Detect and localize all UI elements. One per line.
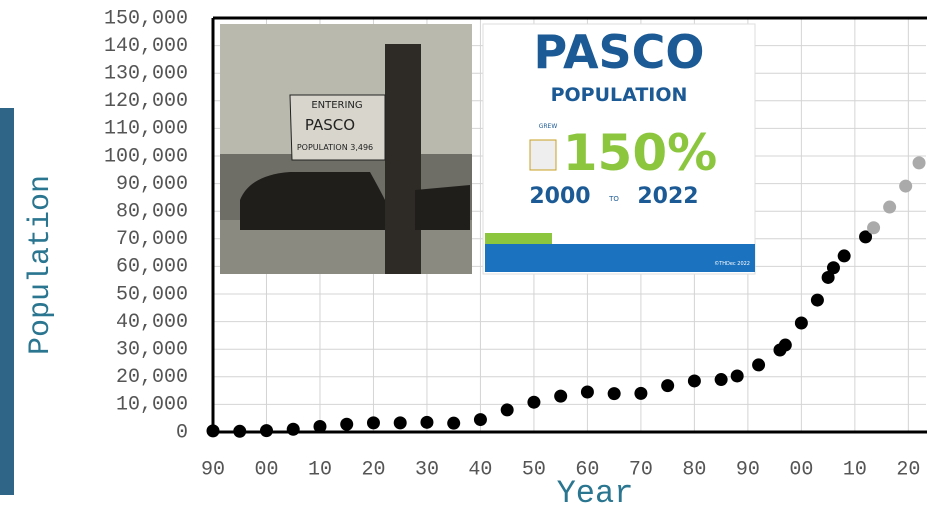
inset-blue-bar [485, 244, 755, 272]
y-tick-label: 110,000 [104, 118, 188, 141]
x-tick-label: 60 [575, 458, 599, 481]
y-tick-label: 140,000 [104, 35, 188, 58]
point [340, 418, 353, 431]
point [811, 294, 824, 307]
inset-credit: ©THDec 2022 [714, 260, 750, 267]
point [420, 416, 433, 429]
y-tick-label: 70,000 [116, 228, 188, 251]
point [899, 180, 912, 193]
photo: ENTERING PASCO POPULATION 3,496 [220, 24, 472, 274]
point [474, 413, 487, 426]
point [715, 373, 728, 386]
point [233, 425, 246, 438]
point [867, 221, 880, 234]
inset-icon [530, 140, 556, 170]
y-tick-label: 20,000 [116, 366, 188, 389]
inset-to-word: TO [608, 195, 619, 203]
x-tick-label: 00 [789, 458, 813, 481]
y-tick-label: 60,000 [116, 256, 188, 279]
point [207, 424, 220, 437]
chart: ENTERING PASCO POPULATION 3,496 PASCO PO… [0, 0, 927, 516]
point [752, 358, 765, 371]
photo-car [240, 172, 385, 230]
inset-title: PASCO [533, 25, 704, 79]
infographic: PASCO POPULATION GREW 150% 2000 TO 2022 … [483, 24, 755, 274]
point [661, 379, 674, 392]
x-tick-label: 30 [415, 458, 439, 481]
x-tick-label: 40 [468, 458, 492, 481]
point [447, 417, 460, 430]
point [827, 261, 840, 274]
y-tick-label: 40,000 [116, 311, 188, 334]
point [838, 249, 851, 262]
y-tick-label: 100,000 [104, 145, 188, 168]
point [913, 156, 926, 169]
photo-pole [385, 44, 421, 274]
photo-car2 [415, 185, 470, 230]
point [527, 396, 540, 409]
x-tick-label: 20 [361, 458, 385, 481]
point [883, 201, 896, 214]
y-tick-label: 130,000 [104, 62, 188, 85]
inset-subtitle: POPULATION [551, 84, 688, 106]
y-tick-label: 90,000 [116, 173, 188, 196]
y-tick-label: 50,000 [116, 283, 188, 306]
y-tick-label: 80,000 [116, 200, 188, 223]
x-tick-label: 20 [896, 458, 920, 481]
x-tick-label: 50 [522, 458, 546, 481]
x-tick-label: 80 [682, 458, 706, 481]
point [367, 416, 380, 429]
point [688, 374, 701, 387]
x-tick-label: 90 [201, 458, 225, 481]
point [608, 387, 621, 400]
sign-text: ENTERING [311, 100, 362, 111]
inset-verb: GREW [539, 123, 558, 130]
point [634, 387, 647, 400]
point [554, 390, 567, 403]
point [260, 424, 273, 437]
x-tick-label: 10 [843, 458, 867, 481]
x-tick-label: 00 [254, 458, 278, 481]
x-tick-label: 70 [629, 458, 653, 481]
point [795, 316, 808, 329]
inset-to: 2022 [637, 184, 698, 209]
inset-green-bar [485, 233, 552, 244]
point [287, 423, 300, 436]
point [394, 416, 407, 429]
y-axis-title: Population [24, 175, 58, 355]
point [581, 385, 594, 398]
side-bar [0, 108, 14, 495]
sign-text: POPULATION 3,496 [297, 143, 373, 152]
x-tick-label: 10 [308, 458, 332, 481]
point [501, 403, 514, 416]
y-tick-label: 150,000 [104, 7, 188, 30]
sign-text: PASCO [305, 116, 355, 134]
inset-from: 2000 [529, 184, 590, 209]
y-tick-label: 120,000 [104, 90, 188, 113]
inset-figure: 150% [563, 124, 717, 182]
y-tick-label: 0 [176, 421, 188, 444]
y-tick-label: 10,000 [116, 394, 188, 417]
point [779, 339, 792, 352]
point [731, 369, 744, 382]
y-tick-label: 30,000 [116, 338, 188, 361]
point [313, 420, 326, 433]
x-tick-label: 90 [736, 458, 760, 481]
